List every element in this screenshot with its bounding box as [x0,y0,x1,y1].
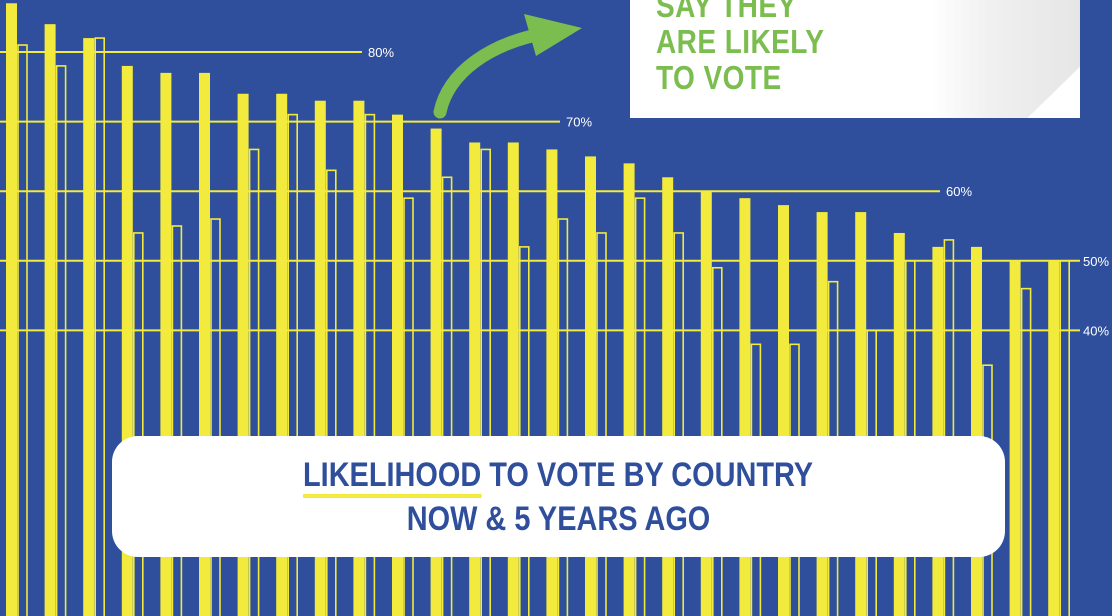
bar-5-years-ago [943,239,955,616]
bar-5-years-ago [133,232,144,616]
bar-now [237,93,249,616]
bar-5-years-ago [634,197,646,616]
bar-5-years-ago [518,246,530,616]
bar-5-years-ago [480,148,492,616]
bar-5-years-ago [325,169,337,616]
bar-5-years-ago [171,225,183,616]
bar-5-years-ago [441,176,453,616]
callout-line-2: ARE LIKELY [656,23,825,60]
title-rest: TO VOTE BY COUNTRY [481,455,814,494]
tick-label: 50% [1083,254,1109,269]
bar-now [739,198,751,616]
bar-now [199,72,210,616]
tick-label: 60% [946,184,972,199]
bar-now [392,114,403,616]
bar-now [893,232,905,616]
bar-now [469,142,481,616]
bar-now [314,100,326,616]
chart-title: LIKELIHOOD TO VOTE BY COUNTRY [303,453,814,498]
callout-text: SAY THEY ARE LIKELY TO VOTE [656,0,824,96]
bar-5-years-ago [403,197,414,616]
callout-line-1: SAY THEY [656,0,797,24]
bar-now [1048,260,1060,616]
bar-5-years-ago [287,113,299,616]
bar-now [6,3,17,616]
bar-5-years-ago [1059,259,1070,616]
bar-now [816,212,828,616]
chart-subtitle: NOW & 5 YEARS AGO [406,499,711,538]
tick-label: 80% [368,45,394,60]
bar-5-years-ago [210,218,221,616]
bar-now [430,128,442,616]
bar-now [507,142,519,616]
bar-5-years-ago [17,44,28,616]
callout-box [630,0,1080,118]
bar-now [971,246,982,616]
bar-now [121,65,133,616]
bar-5-years-ago [55,65,67,616]
bar-5-years-ago [364,113,376,616]
box-shade [930,0,1080,118]
tick-label: 70% [566,115,592,130]
bar-now [160,72,172,616]
bar-5-years-ago [1020,287,1032,616]
title-highlight: LIKELIHOOD [303,455,482,498]
arrow-icon [433,14,582,119]
bar-now [585,156,596,616]
bar-now [546,149,558,616]
bar-now [353,100,365,616]
bar-now [276,93,288,616]
title-panel: LIKELIHOOD TO VOTE BY COUNTRY NOW & 5 YE… [112,436,1005,557]
bar-now [662,177,674,616]
bar-now [778,205,789,616]
bar-now [700,191,712,616]
bar-now [1009,260,1021,616]
bar-5-years-ago [557,218,569,616]
bar-now [855,212,867,616]
bars [6,3,1070,616]
bar-5-years-ago [248,148,260,616]
bar-now [83,38,95,616]
bar-now [932,246,944,616]
bar-5-years-ago [596,232,607,616]
callout-line-3: TO VOTE [656,59,782,96]
bar-now [44,24,56,616]
bar-now [623,163,635,616]
bar-5-years-ago [94,37,105,616]
bar-5-years-ago [673,232,685,616]
tick-label: 40% [1083,323,1109,338]
